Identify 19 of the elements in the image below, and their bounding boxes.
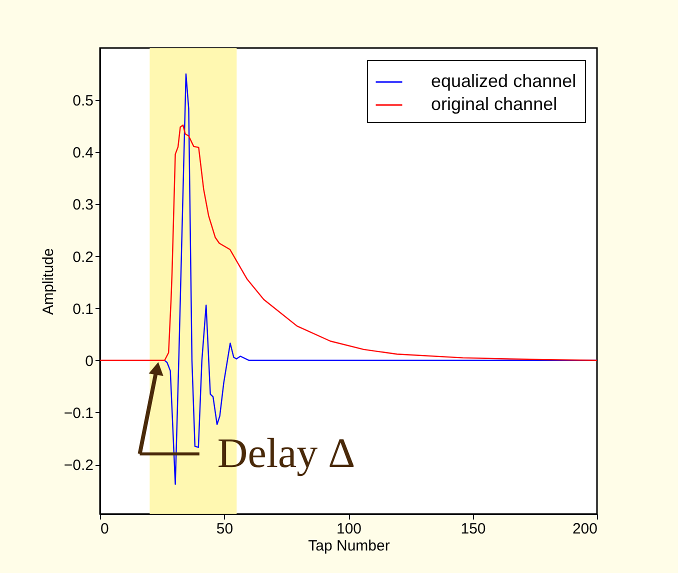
x-tick-label: 150 [460,520,486,538]
legend-label: equalized channel [431,71,576,91]
x-tick-label: 50 [216,520,234,538]
line-series [99,124,598,361]
y-tick-label: −0.1 [64,404,94,422]
y-axis-title: Amplitude [40,248,57,315]
x-axis-title: Tap Number [308,538,390,554]
y-tick-label: 0.5 [72,92,94,110]
x-tick-label: 100 [336,520,362,538]
y-tick-label: 0.2 [72,248,94,266]
y-tick-label: 0.4 [72,144,94,162]
y-tick-label: 0.3 [72,196,94,214]
y-tick-label: −0.2 [64,457,94,474]
y-tick-label: 0.1 [72,300,94,318]
annotation: Delay Δ [217,430,356,477]
legend-label: original channel [431,94,558,114]
x-tick-label: 0 [100,520,109,538]
y-tick-label: 0 [85,352,94,370]
x-tick-label: 200 [572,520,598,538]
